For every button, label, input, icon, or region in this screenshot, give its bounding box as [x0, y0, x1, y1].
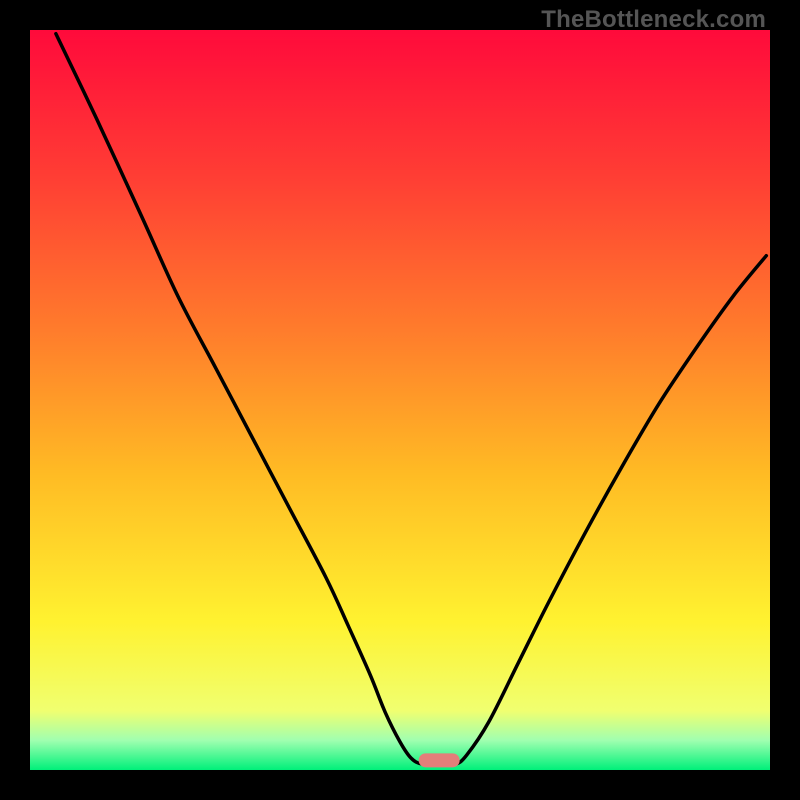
bottleneck-curve: [30, 30, 770, 770]
plot-area: [30, 30, 770, 770]
optimal-marker: [419, 754, 460, 767]
chart-frame: TheBottleneck.com: [0, 0, 800, 800]
